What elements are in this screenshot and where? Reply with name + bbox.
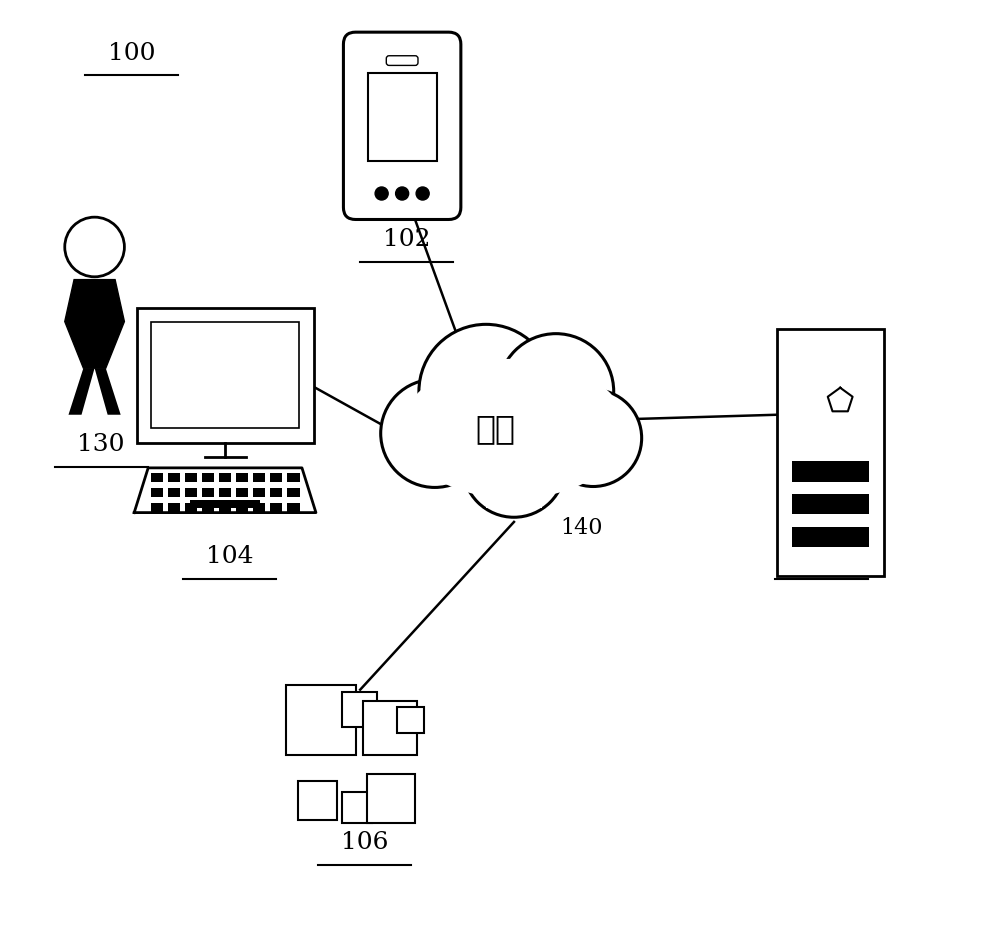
Polygon shape xyxy=(134,468,316,513)
Circle shape xyxy=(419,324,553,459)
Bar xyxy=(219,487,231,497)
Bar xyxy=(185,502,197,512)
Bar xyxy=(342,692,377,727)
FancyBboxPatch shape xyxy=(386,56,418,65)
Bar xyxy=(287,487,300,497)
Bar xyxy=(137,308,314,443)
Bar xyxy=(219,473,231,482)
Bar xyxy=(253,487,265,497)
Bar xyxy=(151,502,163,512)
Polygon shape xyxy=(68,368,95,415)
Bar xyxy=(168,473,180,482)
Polygon shape xyxy=(486,494,542,508)
Circle shape xyxy=(396,187,409,200)
Bar xyxy=(168,502,180,512)
Bar xyxy=(236,502,248,512)
Bar xyxy=(151,487,163,497)
Bar xyxy=(287,473,300,482)
Bar xyxy=(367,774,415,823)
Circle shape xyxy=(463,415,565,517)
Circle shape xyxy=(375,187,388,200)
Polygon shape xyxy=(95,368,121,415)
Bar xyxy=(792,494,869,514)
Circle shape xyxy=(463,415,565,517)
Text: 120: 120 xyxy=(798,545,845,569)
Circle shape xyxy=(419,324,553,459)
Bar xyxy=(185,473,197,482)
Bar xyxy=(202,487,214,497)
Bar xyxy=(792,527,869,547)
Bar xyxy=(792,461,869,482)
Bar xyxy=(363,701,417,755)
Bar xyxy=(777,328,884,575)
Bar xyxy=(270,502,282,512)
Bar xyxy=(287,502,300,512)
Circle shape xyxy=(545,390,642,487)
Bar xyxy=(202,502,214,512)
Bar xyxy=(298,781,337,820)
Bar xyxy=(270,473,282,482)
Bar xyxy=(236,487,248,497)
Circle shape xyxy=(545,390,642,487)
Bar xyxy=(236,473,248,482)
Circle shape xyxy=(381,379,489,487)
Bar xyxy=(342,792,372,823)
Circle shape xyxy=(498,334,614,449)
Ellipse shape xyxy=(402,359,626,499)
Text: 网络: 网络 xyxy=(475,412,515,445)
Bar xyxy=(219,502,231,512)
Text: 130: 130 xyxy=(77,433,125,457)
Bar xyxy=(151,322,299,428)
Text: 100: 100 xyxy=(108,42,156,65)
Bar xyxy=(253,473,265,482)
Text: 102: 102 xyxy=(383,228,431,252)
Bar xyxy=(185,487,197,497)
FancyBboxPatch shape xyxy=(343,33,461,220)
Polygon shape xyxy=(65,280,124,368)
Text: 140: 140 xyxy=(561,517,603,540)
Bar xyxy=(286,685,356,755)
Bar xyxy=(270,487,282,497)
Bar xyxy=(168,487,180,497)
Circle shape xyxy=(381,379,489,487)
Bar xyxy=(151,473,163,482)
Text: 106: 106 xyxy=(341,831,389,855)
Bar xyxy=(368,73,437,161)
Bar xyxy=(190,500,260,508)
Bar xyxy=(253,502,265,512)
Bar xyxy=(397,707,424,733)
Text: 104: 104 xyxy=(206,545,253,569)
Circle shape xyxy=(416,187,429,200)
Circle shape xyxy=(498,334,614,449)
Bar xyxy=(202,473,214,482)
